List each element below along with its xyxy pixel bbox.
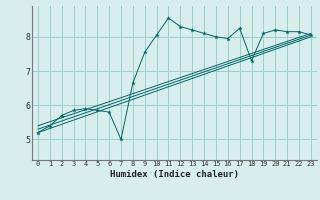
X-axis label: Humidex (Indice chaleur): Humidex (Indice chaleur) [110,170,239,179]
